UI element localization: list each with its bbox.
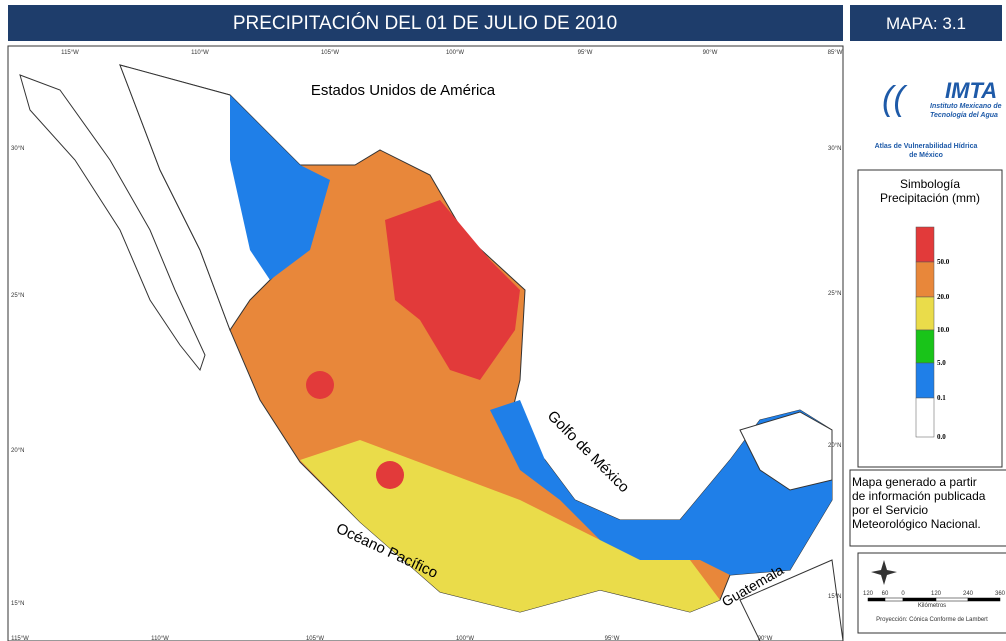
- longitude-label: 110°W: [191, 50, 209, 56]
- latitude-label: 30°N: [828, 146, 841, 152]
- projection: Proyección: Cónica Conforme de Lambert: [876, 617, 988, 623]
- legend-swatch: [916, 398, 934, 437]
- scale-tick: 240: [963, 591, 974, 597]
- scale-segment: [936, 598, 968, 601]
- legend-swatch: [916, 330, 934, 363]
- red-spot: [376, 461, 404, 489]
- scale-segment: [903, 598, 936, 601]
- latitude-label: 20°N: [828, 443, 841, 449]
- latitude-label: 15°N: [11, 601, 24, 607]
- legend-break: 20.0: [937, 293, 950, 301]
- latitude-label: 15°N: [828, 594, 841, 600]
- note-line: Meteorológico Nacional.: [852, 517, 981, 531]
- legend-title: Simbología: [900, 177, 960, 191]
- scale-segment: [885, 598, 903, 601]
- logo-line: Tecnología del Agua: [930, 112, 998, 119]
- map-label: Estados Unidos de América: [311, 82, 496, 99]
- longitude-label: 105°W: [306, 636, 324, 641]
- longitude-label: 90°W: [703, 50, 718, 56]
- longitude-label: 110°W: [151, 636, 169, 641]
- legend-break: 10.0: [937, 326, 950, 334]
- map-number: MAPA: 3.1: [886, 14, 966, 33]
- note-line: de información publicada: [852, 489, 986, 503]
- legend-break: 50.0: [937, 258, 950, 266]
- latitude-label: 25°N: [828, 291, 841, 297]
- title: PRECIPITACIÓN DEL 01 DE JULIO DE 2010: [233, 12, 617, 34]
- latitude-label: 25°N: [11, 293, 24, 299]
- logo-name: IMTA: [945, 78, 997, 103]
- longitude-label: 95°W: [578, 50, 593, 56]
- scale-segment: [968, 598, 1000, 601]
- longitude-label: 100°W: [446, 50, 464, 56]
- longitude-label: 85°W: [828, 50, 843, 56]
- atlas-title: de México: [909, 152, 943, 159]
- scale-tick: 360: [995, 591, 1006, 597]
- note-line: por el Servicio: [852, 503, 928, 517]
- legend-swatch: [916, 227, 934, 262]
- legend-swatch: [916, 363, 934, 398]
- logo-line: Instituto Mexicano de: [930, 103, 1002, 110]
- scale-tick: 60: [882, 591, 889, 597]
- scale-unit: Kilómetros: [918, 603, 946, 609]
- red-spot: [306, 371, 334, 399]
- legend-swatch: [916, 297, 934, 330]
- longitude-label: 105°W: [321, 50, 339, 56]
- latitude-label: 30°N: [11, 146, 24, 152]
- atlas-title: Atlas de Vulnerabilidad Hídrica: [875, 143, 978, 150]
- longitude-label: 95°W: [605, 636, 620, 641]
- scale-tick: 120: [863, 591, 874, 597]
- latitude-label: 20°N: [11, 448, 24, 454]
- legend-swatch: [916, 262, 934, 297]
- legend-break: 0.0: [937, 433, 946, 441]
- note-line: Mapa generado a partir: [852, 475, 977, 489]
- longitude-label: 90°W: [758, 636, 773, 641]
- scale-tick: 120: [931, 591, 942, 597]
- scale-segment: [868, 598, 885, 601]
- page: PRECIPITACIÓN DEL 01 DE JULIO DE 2010 MA…: [0, 0, 1006, 641]
- longitude-label: 100°W: [456, 636, 474, 641]
- longitude-label: 115°W: [61, 50, 79, 56]
- longitude-label: 115°W: [11, 636, 29, 641]
- legend-subtitle: Precipitación (mm): [880, 191, 980, 205]
- legend-break: 5.0: [937, 359, 946, 367]
- logo-swirl: ((: [882, 80, 908, 118]
- legend-break: 0.1: [937, 394, 946, 402]
